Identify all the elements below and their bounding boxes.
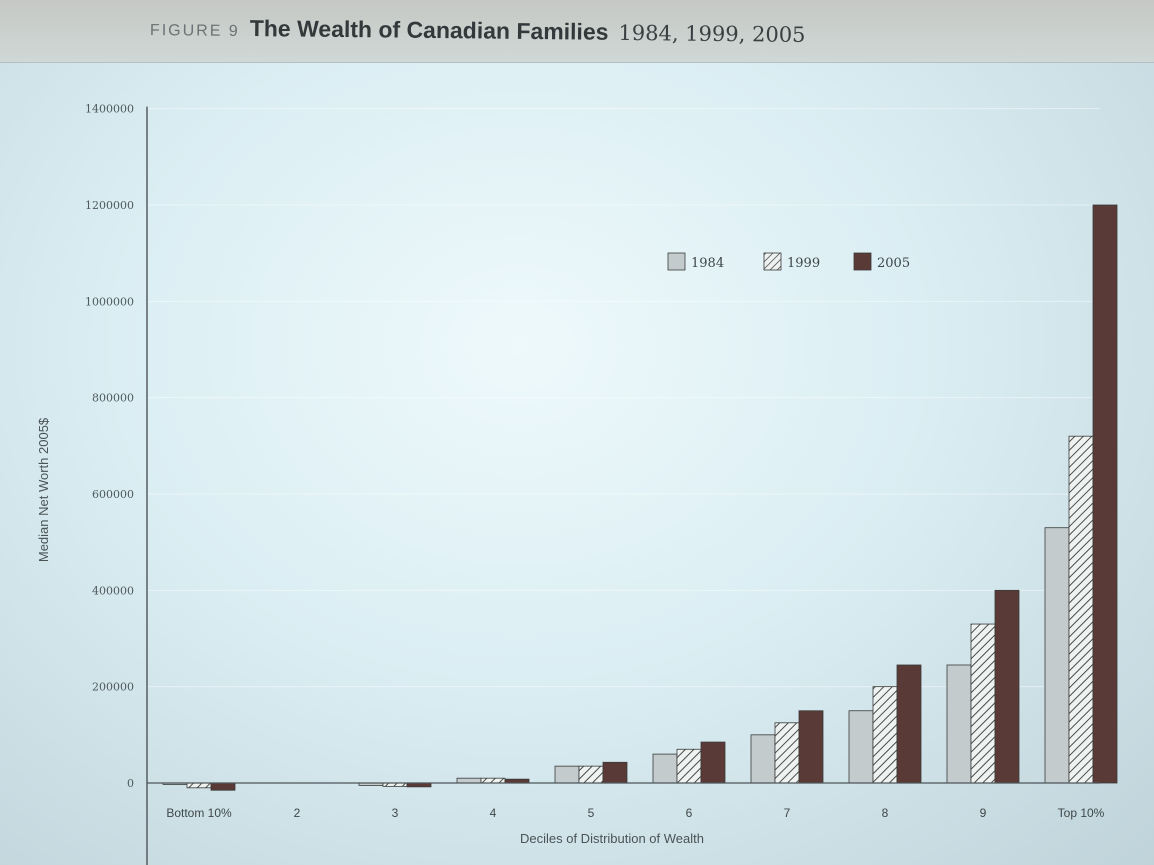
x-tick-label-4: 5: [588, 806, 595, 820]
bar-1999-7: [872, 686, 898, 784]
x-tick-label-7: 8: [882, 806, 889, 820]
bar-2005-5: [700, 741, 726, 784]
gridlines: [147, 108, 1100, 688]
x-tick-label-2: 3: [392, 806, 399, 820]
bar-2005-6: [798, 710, 824, 784]
y-tick-labels: 0 200000 400000 600000 800000 1000000 1200000 1…: [85, 103, 134, 790]
bar-1984-8: [946, 664, 972, 784]
bar-2005-9: [1092, 204, 1118, 784]
bar-2005-4: [602, 761, 628, 784]
legend-swatch-1984: [667, 252, 686, 271]
bar-1984-7: [848, 710, 874, 784]
bar-1999-4: [578, 765, 604, 784]
x-tick-label-0: Bottom 10%: [166, 806, 232, 820]
bar-1999-0: [186, 782, 212, 789]
bars: [162, 204, 1118, 791]
bar-2005-8: [994, 589, 1020, 784]
bar-2005-0: [210, 782, 236, 791]
x-tick-label-5: 6: [686, 806, 693, 820]
bar-1984-5: [652, 753, 678, 784]
x-axis-title: Deciles of Distribution of Wealth: [520, 831, 704, 846]
legend-label-1999: 1999: [787, 256, 820, 271]
x-tick-label-6: 7: [784, 806, 791, 820]
legend-swatch-1999: [763, 252, 782, 271]
bar-1984-3: [456, 777, 482, 784]
bar-1999-5: [676, 748, 702, 784]
x-tick-label-9: Top 10%: [1058, 806, 1105, 820]
y-tick-label-2: 400000: [92, 584, 134, 597]
y-tick-label-6: 1200000: [85, 199, 134, 212]
bar-1984-4: [554, 765, 580, 784]
bar-2005-7: [896, 664, 922, 784]
legend-swatch-2005: [853, 252, 872, 271]
y-axis-title: Median Net Worth 2005$: [36, 417, 51, 562]
y-tick-label-1: 200000: [92, 681, 134, 694]
y-tick-label-7: 1400000: [85, 103, 134, 116]
y-tick-label-0: 0: [127, 777, 134, 790]
x-tick-label-8: 9: [980, 806, 987, 820]
x-tick-labels: Bottom 10% 2 3 4 5 6 7 8 9 Top 10%: [166, 806, 1104, 820]
y-tick-label-5: 1000000: [85, 295, 134, 308]
legend-label-1984: 1984: [691, 256, 724, 271]
legend: 1984 1999 2005: [667, 252, 910, 271]
bar-1999-6: [774, 722, 800, 784]
bar-1984-9: [1044, 527, 1070, 784]
x-tick-label-1: 2: [294, 806, 301, 820]
legend-label-2005: 2005: [877, 256, 910, 271]
bar-1999-9: [1068, 435, 1094, 784]
x-tick-label-3: 4: [490, 806, 497, 820]
bar-1999-3: [480, 777, 506, 784]
y-tick-label-4: 800000: [92, 392, 134, 405]
bar-1984-6: [750, 734, 776, 784]
figure-header: FIGURE 9 The Wealth of Canadian Families 1…: [0, 0, 1154, 63]
bar-1999-8: [970, 623, 996, 784]
y-tick-label-3: 600000: [92, 488, 134, 501]
